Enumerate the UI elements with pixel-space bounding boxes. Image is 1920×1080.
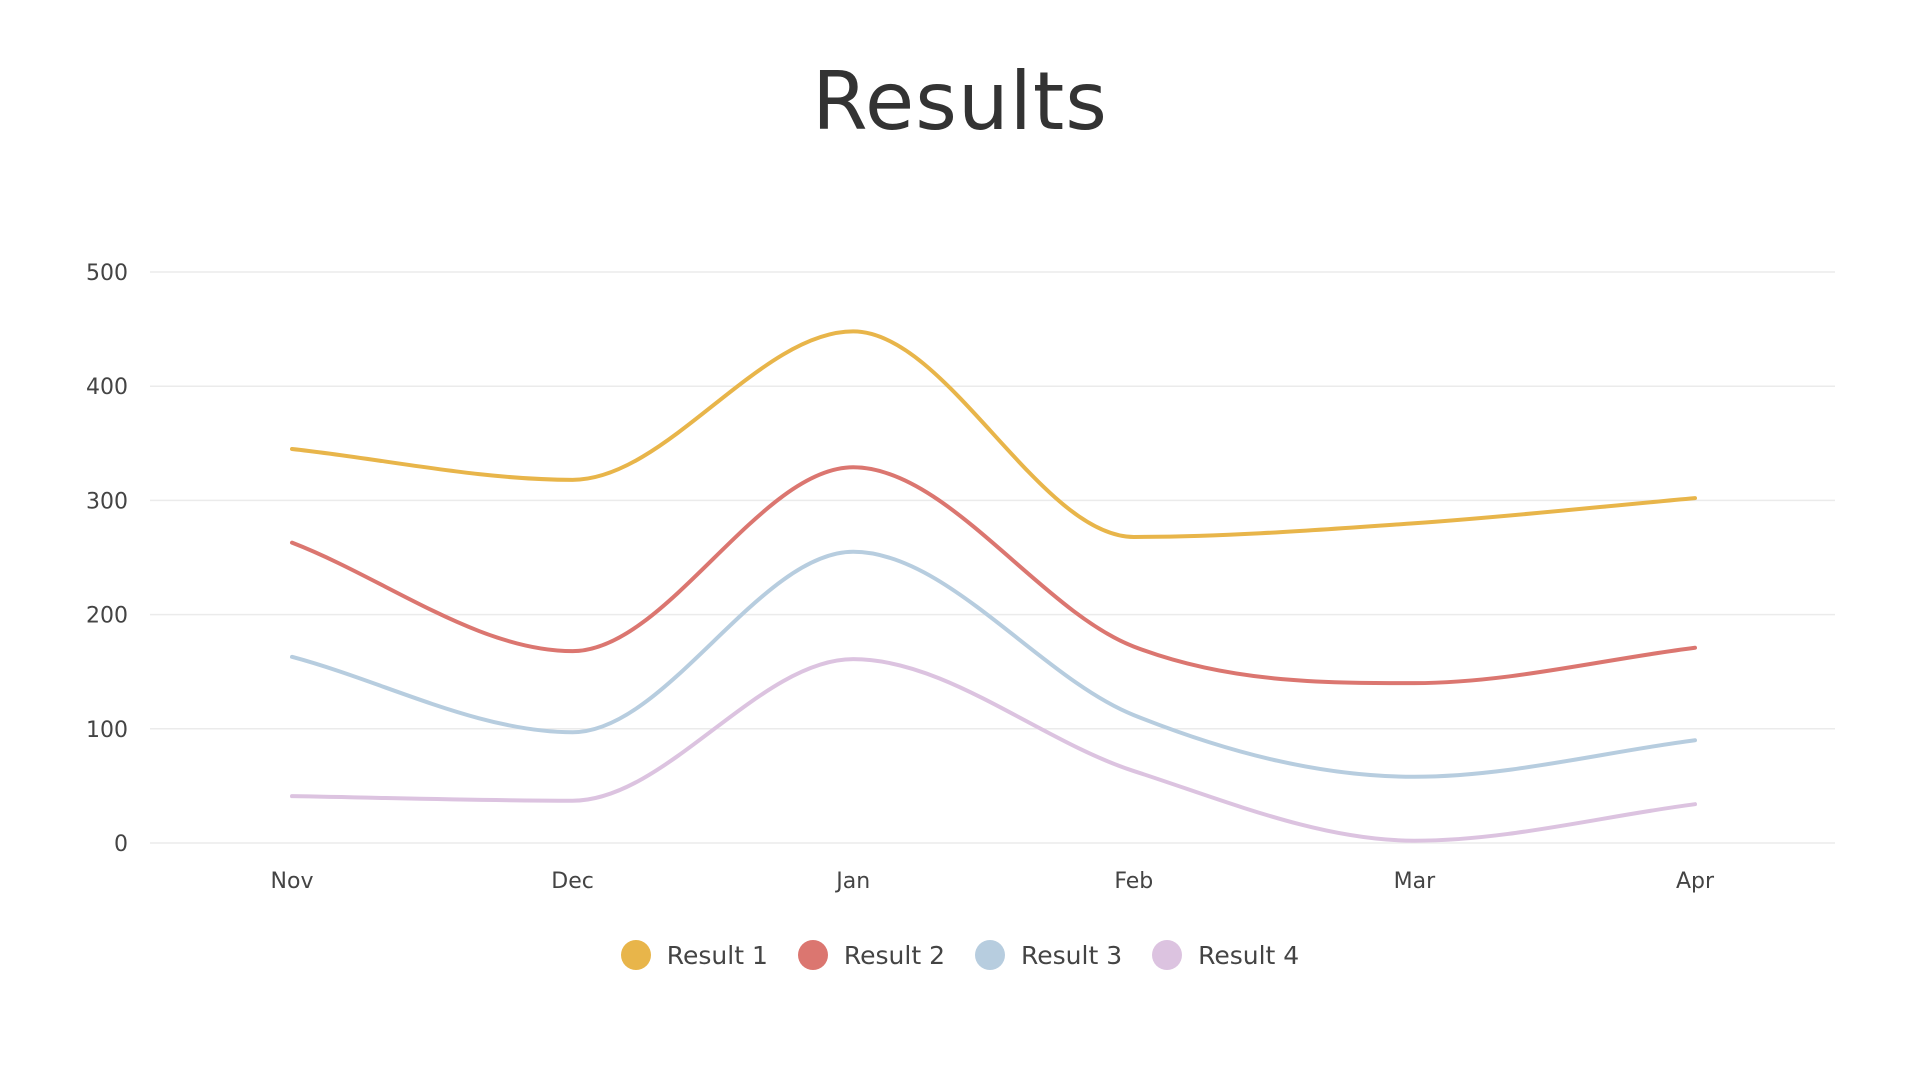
legend-swatch	[1152, 940, 1183, 970]
y-tick-label: 300	[86, 489, 128, 514]
x-tick-label: Apr	[1676, 869, 1715, 894]
legend-swatch	[797, 940, 828, 970]
series-line-result-1	[290, 329, 1697, 539]
series-line-result-3	[290, 549, 1697, 779]
y-tick-label: 200	[86, 604, 128, 629]
x-tick-label: Mar	[1394, 869, 1436, 894]
y-tick-label: 0	[114, 832, 128, 857]
legend-item: Result 2	[797, 940, 945, 970]
grid-layer	[150, 271, 1835, 844]
legend-swatch	[975, 940, 1005, 970]
series-layer	[290, 329, 1697, 843]
x-axis-ticks: Nov Dec Jan Feb Mar Apr	[271, 869, 1715, 894]
x-tick-label: Feb	[1114, 869, 1153, 894]
y-tick-label: 500	[86, 261, 128, 286]
y-axis-ticks: 0 100 200 300 400 500	[86, 261, 128, 857]
chart-title: Results	[812, 55, 1108, 148]
series-line-result-2	[290, 465, 1697, 686]
legend-label: Result 4	[1198, 940, 1300, 970]
x-tick-label: Dec	[551, 869, 594, 894]
series-line-result-4	[290, 657, 1697, 843]
legend-item: Result 1	[620, 940, 768, 970]
x-tick-label: Jan	[834, 869, 870, 894]
y-tick-label: 400	[86, 375, 128, 400]
legend-label: Result 2	[843, 940, 945, 970]
legend-item: Result 3	[975, 940, 1122, 970]
legend-label: Result 3	[1021, 940, 1123, 970]
legend-swatch	[620, 940, 651, 970]
y-tick-label: 100	[86, 718, 128, 743]
x-tick-label: Nov	[271, 869, 314, 894]
legend: Result 1 Result 2 Result 3 Result 4	[0, 940, 1920, 970]
legend-item: Result 4	[1152, 940, 1299, 970]
legend-label: Result 1	[666, 940, 768, 970]
